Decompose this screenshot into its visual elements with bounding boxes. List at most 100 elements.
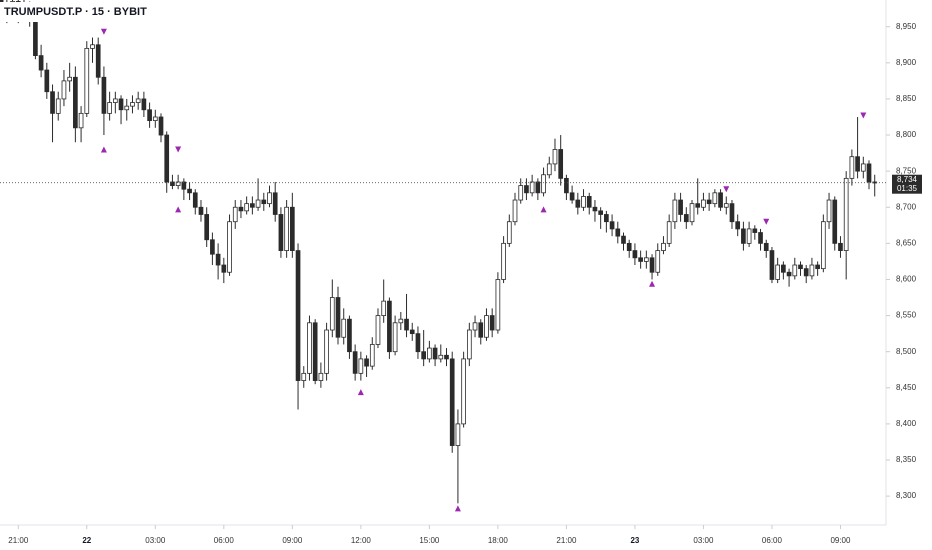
candle-body xyxy=(130,102,135,107)
candle-body xyxy=(50,91,55,114)
candle-body xyxy=(175,181,181,186)
candle-body xyxy=(695,203,701,208)
candle-body xyxy=(815,264,820,270)
candle-body xyxy=(289,206,295,251)
candle-body xyxy=(261,199,267,205)
candle-body xyxy=(387,300,392,353)
sell-marker xyxy=(723,186,730,193)
candle-body xyxy=(632,250,638,259)
candle-body xyxy=(758,232,763,244)
candle-body xyxy=(215,253,221,266)
candle-body xyxy=(73,76,78,129)
candle-body xyxy=(832,199,838,244)
sell-marker xyxy=(100,28,107,35)
candle-body xyxy=(621,235,626,244)
candle-body xyxy=(501,242,506,280)
candle-body xyxy=(232,206,238,223)
candle-body xyxy=(38,55,44,71)
countdown-label: 01:35 xyxy=(897,184,918,193)
candle-body xyxy=(489,315,495,331)
candle-body xyxy=(752,228,758,233)
y-tick-label: 8,400 xyxy=(896,419,917,428)
candle-body xyxy=(701,199,706,208)
last-price-label: 8,734 xyxy=(897,175,918,184)
candle-body xyxy=(415,333,421,353)
candle-body xyxy=(506,221,512,244)
candle-body xyxy=(204,214,210,241)
candle-body xyxy=(775,264,780,280)
buy-marker xyxy=(357,389,364,396)
candle-body xyxy=(723,203,729,208)
chart-title: TRUMPUSDT.P · 15 · BYBIT xyxy=(4,6,147,18)
candle-body xyxy=(735,221,741,230)
candle-body xyxy=(609,221,615,230)
candle-body xyxy=(461,358,466,425)
candle-body xyxy=(438,354,444,360)
candle-body xyxy=(381,300,387,316)
candle-body xyxy=(689,203,695,223)
candle-body xyxy=(135,98,141,103)
candle-body xyxy=(586,196,592,208)
candle-body xyxy=(78,112,84,129)
y-tick-label: 8,450 xyxy=(896,383,917,392)
candle-body xyxy=(118,98,124,111)
candle-body xyxy=(838,242,843,251)
x-tick-label: 06:00 xyxy=(762,536,783,545)
x-tick-label: 06:00 xyxy=(214,536,235,545)
candle-body xyxy=(324,329,329,374)
candle-body xyxy=(221,264,227,273)
candle-body xyxy=(112,98,118,103)
candle-body xyxy=(107,102,112,114)
candle-body xyxy=(55,98,61,114)
candle-body xyxy=(581,196,586,208)
candle-body xyxy=(170,181,175,186)
candle-body xyxy=(364,358,369,367)
candle-body xyxy=(238,206,244,212)
candle-body xyxy=(798,264,803,270)
candle-body xyxy=(638,257,643,262)
candle-body xyxy=(210,239,215,255)
candle-body xyxy=(564,177,569,194)
candle-body xyxy=(746,228,752,244)
candle-body xyxy=(546,163,552,176)
candle-body xyxy=(763,242,769,251)
candle-body xyxy=(792,264,798,277)
candle-body xyxy=(569,192,575,201)
candle-body xyxy=(626,242,632,251)
candle-body xyxy=(826,199,832,223)
candle-body xyxy=(341,318,347,338)
candle-body xyxy=(347,318,352,353)
candle-body xyxy=(301,372,307,381)
candle-body xyxy=(678,199,683,215)
candle-body xyxy=(781,264,786,273)
candle-body xyxy=(535,181,541,194)
x-tick-label: 09:00 xyxy=(282,536,303,545)
candle-body xyxy=(95,44,101,78)
candle-body xyxy=(375,315,381,345)
candle-body xyxy=(712,192,718,205)
candle-body xyxy=(272,192,278,215)
candle-body xyxy=(352,351,358,374)
y-tick-label: 8,600 xyxy=(896,275,917,284)
candle-body xyxy=(718,192,723,208)
y-tick-label: 8,850 xyxy=(896,94,917,103)
candle-body xyxy=(250,203,255,208)
buy-marker xyxy=(100,146,107,153)
x-tick-label: 15:00 xyxy=(419,536,440,545)
y-tick-label: 8,750 xyxy=(896,166,917,175)
candle-body xyxy=(672,199,678,223)
x-tick-label: 03:00 xyxy=(693,536,714,545)
x-tick-label: 18:00 xyxy=(488,536,509,545)
y-tick-label: 8,350 xyxy=(896,455,917,464)
candle-body xyxy=(227,221,232,273)
candle-body xyxy=(769,250,775,280)
candle-body xyxy=(666,221,672,244)
candle-body xyxy=(255,199,261,208)
candle-body xyxy=(518,185,524,201)
x-tick-label: 22 xyxy=(82,536,91,545)
candle-body xyxy=(158,116,164,136)
candle-body xyxy=(335,297,341,338)
y-tick-label: 8,650 xyxy=(896,238,917,247)
candle-body xyxy=(90,44,95,49)
candle-body xyxy=(529,181,535,194)
